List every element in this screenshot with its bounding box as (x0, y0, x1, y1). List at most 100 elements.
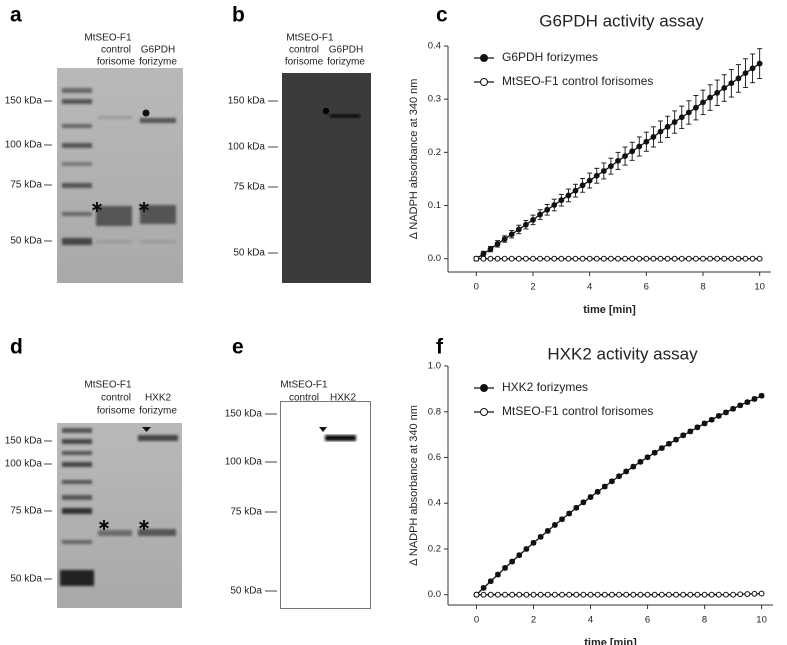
data-point (735, 255, 742, 262)
data-point (694, 424, 701, 431)
panel-label: f (436, 336, 444, 359)
data-point (587, 494, 594, 500)
data-point (700, 255, 706, 262)
data-point (573, 504, 580, 511)
data-point (742, 255, 749, 262)
y-tick-label: 0.1 (428, 200, 441, 211)
data-point (643, 255, 650, 262)
data-point (658, 445, 665, 452)
data-point (643, 138, 650, 145)
data-point (530, 255, 536, 262)
data-point (630, 591, 637, 598)
data-point (723, 409, 729, 416)
data-point (623, 591, 630, 598)
y-tick-label: 0.8 (428, 406, 441, 417)
marker-label: 100 kDa (228, 142, 266, 153)
asterisk-icon (139, 520, 149, 530)
data-point (715, 591, 722, 598)
data-point (700, 99, 706, 106)
x-axis-label: time [min] (584, 637, 637, 645)
data-point (530, 216, 536, 223)
data-point (579, 255, 586, 262)
x-tick-label: 0 (474, 282, 479, 293)
data-point (749, 65, 756, 72)
data-point (601, 483, 608, 490)
data-point (515, 226, 522, 233)
data-point (758, 392, 765, 399)
data-point (721, 85, 728, 91)
legend-marker (480, 54, 488, 62)
data-point (701, 420, 708, 427)
blot-panel-e: MtSEO-F1 control forisome HXK2 forizyme … (225, 380, 371, 609)
data-point (580, 499, 587, 506)
data-point (523, 546, 530, 552)
panel-label: e (232, 336, 244, 359)
data-point (537, 211, 543, 218)
data-point (680, 432, 687, 439)
y-tick-label: 0.4 (428, 498, 441, 509)
data-point (678, 255, 685, 262)
data-point (594, 591, 601, 598)
data-point (565, 255, 572, 262)
legend-label: MtSEO-F1 control forisomes (502, 404, 653, 418)
y-tick-label: 0.3 (428, 94, 441, 105)
data-point (473, 591, 480, 598)
data-point (559, 591, 565, 598)
chart-title: HXK2 activity assay (547, 344, 698, 363)
data-point (508, 255, 515, 262)
marker-label: 50 kDa (10, 574, 42, 585)
y-tick-label: 1.0 (428, 361, 441, 372)
y-tick-label: 0.0 (428, 253, 441, 264)
data-point (558, 255, 565, 262)
lane-header: G6PDH (141, 45, 175, 56)
marker-label: 50 kDa (233, 248, 265, 259)
data-point (473, 255, 480, 262)
data-point (487, 255, 494, 262)
data-point (723, 591, 729, 598)
data-point (735, 75, 742, 82)
x-tick-label: 10 (756, 615, 767, 626)
data-point (552, 591, 558, 598)
data-point (580, 591, 587, 598)
x-tick-label: 6 (645, 615, 650, 626)
marker-label: 150 kDa (225, 409, 263, 420)
data-point (687, 428, 694, 435)
data-point (678, 114, 685, 121)
data-point (714, 89, 721, 96)
x-tick-label: 8 (700, 282, 705, 293)
data-point (728, 255, 735, 262)
lane-header: control (101, 45, 131, 56)
data-point (544, 206, 551, 213)
blot-band (325, 435, 356, 441)
data-point (708, 416, 715, 423)
y-tick-label: 0.0 (428, 589, 441, 600)
data-point (629, 148, 636, 155)
data-point (749, 255, 756, 262)
data-point (523, 255, 529, 262)
x-tick-label: 2 (531, 615, 536, 626)
marker-label: 75 kDa (10, 506, 42, 517)
y-tick-label: 0.4 (428, 41, 441, 52)
data-point (537, 255, 543, 262)
legend-label: G6PDH forizymes (502, 50, 598, 64)
data-point (742, 70, 749, 77)
lane-header: forisome (285, 57, 324, 68)
legend-label: MtSEO-F1 control forisomes (502, 74, 653, 88)
data-point (516, 591, 523, 598)
legend-marker (480, 384, 488, 392)
lane-header: forizyme (139, 57, 177, 68)
data-point (730, 405, 736, 412)
x-tick-label: 4 (587, 282, 592, 293)
data-point (721, 255, 728, 262)
y-axis-label: Δ NADPH absorbance at 340 nm (408, 405, 420, 566)
triangle-icon (319, 427, 327, 432)
data-point (544, 255, 551, 262)
x-tick-label: 6 (644, 282, 649, 293)
data-point (480, 255, 487, 262)
chart-title: G6PDH activity assay (539, 11, 704, 30)
gel-bands (60, 428, 178, 586)
data-point (756, 255, 763, 262)
marker-label: 100 kDa (5, 459, 43, 470)
data-point (573, 591, 580, 598)
data-point (694, 591, 701, 598)
